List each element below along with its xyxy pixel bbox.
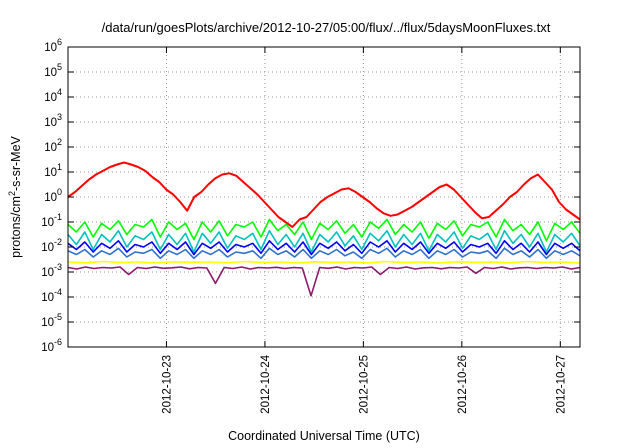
- series-line: [67, 240, 581, 256]
- y-axis-label: protons/cm2-s-sr-MeV: [7, 135, 23, 257]
- y-tick-label: 10-6: [41, 337, 62, 354]
- y-tick-label: 104: [44, 87, 62, 104]
- series-line: [67, 260, 581, 264]
- series-line: [67, 247, 581, 260]
- y-tick-label: 10-2: [41, 237, 62, 254]
- y-tick-label: 102: [44, 137, 62, 154]
- y-tick-label: 10-3: [41, 262, 62, 279]
- series-line: [67, 218, 581, 242]
- y-tick-label: 100: [44, 187, 62, 204]
- series-line: [67, 161, 581, 228]
- y-tick-label: 10-5: [41, 312, 62, 329]
- x-tick-label: 2012-10-25: [358, 355, 370, 414]
- y-tick-label: 103: [44, 112, 62, 129]
- y-tick-label: 105: [44, 62, 62, 79]
- y-tick-label: 106: [44, 37, 62, 54]
- grid-lines: [68, 47, 580, 347]
- chart-title: /data/run/goesPlots/archive/2012-10-27/0…: [102, 20, 551, 35]
- x-tick-label: 2012-10-26: [457, 355, 469, 414]
- y-tick-label: 10-1: [41, 212, 62, 229]
- y-tick-labels: 106 105 104 103 102 101 100 10-1 10-2 10-3 10-4 10-…: [41, 37, 62, 354]
- x-axis-label: Coordinated Universal Time (UTC): [228, 429, 420, 443]
- y-tick-label: 101: [44, 162, 62, 179]
- series-line: [67, 229, 581, 253]
- y-tick-label: 10-4: [41, 287, 62, 304]
- x-tick-label: 2012-10-27: [555, 355, 567, 414]
- series-lines: [67, 161, 581, 297]
- x-tick-label: 2012-10-23: [161, 355, 173, 414]
- axis-ticks: [68, 46, 580, 348]
- x-tick-label: 2012-10-24: [260, 354, 272, 413]
- series-line: [67, 266, 581, 297]
- x-tick-labels: 2012-10-23 2012-10-24 2012-10-25 2012-10-26…: [161, 354, 567, 413]
